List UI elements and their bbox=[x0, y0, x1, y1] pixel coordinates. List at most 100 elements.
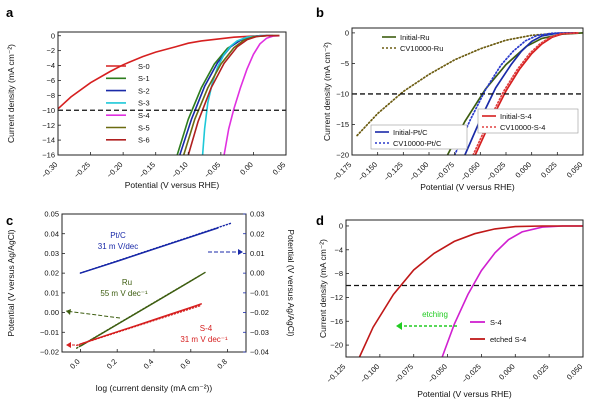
panel-a-y-tick-label: −12 bbox=[42, 121, 55, 130]
panel-b-legend-label: CV10000-Ru bbox=[400, 44, 443, 53]
panel-c-y-tick-label: 0.05 bbox=[44, 210, 59, 219]
panel-c-series-s-4-line bbox=[80, 303, 203, 345]
panel-c-y-tick-label: −0.02 bbox=[40, 348, 59, 357]
panel-d-legend-label: etched S-4 bbox=[490, 335, 526, 344]
panel-d-x-tick-label: −0.125 bbox=[325, 362, 348, 385]
panel-b-x-tick-label: −0.100 bbox=[408, 160, 431, 183]
panel-c-y2-tick-label: 0.03 bbox=[250, 210, 265, 219]
panel-c-x-axis-label: log (current density (mA cm⁻²)) bbox=[96, 383, 213, 393]
panel-a-plot-frame bbox=[57, 31, 287, 156]
panel-a-chart: S-0 S-1 S-2 S-3 S-4 S-5 S-6 −0.30 −0.25 −0.20 −0.1… bbox=[6, 31, 287, 190]
panel-d-tag: d bbox=[316, 213, 324, 228]
panel-c-x-tick-label: 0.6 bbox=[178, 357, 192, 371]
panel-c-annotation-label: Pt/C bbox=[110, 231, 126, 240]
panel-a-x-tick-label: −0.25 bbox=[72, 160, 92, 180]
panel-c-series-ru-fit-dots bbox=[76, 274, 201, 349]
panel-b-x-tick-label: −0.050 bbox=[459, 160, 482, 183]
panel-c-series-s-4-fit-dots bbox=[76, 305, 201, 346]
panel-b-x-tick-label: −0.175 bbox=[331, 160, 354, 183]
panel-d-x-tick-label: −0.050 bbox=[426, 362, 449, 385]
panel-a-series-s-6-line bbox=[187, 34, 280, 156]
panel-a-series-s-4-line bbox=[223, 34, 280, 156]
panel-a-y-tick-label: −16 bbox=[42, 151, 55, 160]
panel-c-y2-tick-label: −0.01 bbox=[250, 288, 269, 297]
panel-d-x-tick-label: −0.025 bbox=[460, 362, 483, 385]
panel-c-y-tick-label: 0.02 bbox=[44, 269, 59, 278]
panel-c-ptc-arrowhead bbox=[238, 249, 243, 255]
panel-d-x-tick-label: −0.075 bbox=[392, 362, 415, 385]
panel-b-legend-label: CV10000-Pt/C bbox=[393, 139, 442, 148]
panel-c-y-tick-label: 0.03 bbox=[44, 249, 59, 258]
panel-d-y-tick-label: −20 bbox=[330, 341, 343, 350]
panel-a-y-tick-label: −2 bbox=[46, 46, 55, 55]
panel-b-x-tick-label: −0.150 bbox=[356, 160, 379, 183]
panel-d-plot-frame bbox=[345, 219, 584, 358]
panel-a-y-tick-label: −10 bbox=[42, 106, 55, 115]
panel-c-annotation-label: Ru bbox=[122, 278, 132, 287]
panel-d-x-tick-label: 0.025 bbox=[531, 362, 551, 382]
panel-c-y2-tick-label: 0.01 bbox=[250, 249, 265, 258]
panel-c-y-tick-label: 0.00 bbox=[44, 308, 59, 317]
panel-b-legend-label: Initial-S-4 bbox=[500, 112, 532, 121]
panel-b-chart: Initial-Ru CV10000-Ru Initial-Pt/C CV10000-… bbox=[322, 27, 584, 192]
panel-b-x-tick-label: −0.125 bbox=[382, 160, 405, 183]
panel-a-y-tick-label: 0 bbox=[51, 31, 55, 40]
panel-c-y2-tick-label: 0.00 bbox=[250, 269, 265, 278]
panel-d-x-axis-label: Potential (V versus RHE) bbox=[417, 389, 512, 399]
panel-c-x-tick-label: 0.2 bbox=[105, 357, 119, 371]
panel-a-y-tick-label: −14 bbox=[42, 136, 55, 145]
panel-d-chart: etching S-4 etched S-4 −0.125 −0.100 −0.075 −0… bbox=[318, 219, 585, 399]
panel-a-x-tick-label: −0.10 bbox=[170, 160, 190, 180]
panel-a-legend-label: S-3 bbox=[138, 99, 150, 108]
panel-b-legend-box-left bbox=[370, 124, 468, 150]
panel-d-x-tick-label: 0.050 bbox=[565, 362, 585, 382]
panel-b-plot-frame bbox=[351, 27, 584, 156]
panel-a-legend-label: S-1 bbox=[138, 74, 150, 83]
panel-d-y-tick-label: −4 bbox=[334, 245, 343, 254]
panel-b-x-tick-label: 0.000 bbox=[513, 160, 533, 180]
panel-d-etching-arrowhead bbox=[396, 322, 402, 330]
panel-a-legend-label: S-0 bbox=[138, 62, 150, 71]
panel-b-tag: b bbox=[316, 5, 324, 20]
panel-b-y-tick-label: −15 bbox=[336, 120, 349, 129]
panel-c-y2-tick-label: 0.02 bbox=[250, 229, 265, 238]
panel-c-y-tick-label: 0.01 bbox=[44, 288, 59, 297]
panel-c-ru-arrowhead bbox=[66, 309, 71, 315]
panel-c-y2-tick-label: −0.03 bbox=[250, 328, 269, 337]
panel-c-s4-arrowhead bbox=[66, 342, 71, 348]
panel-c-y2-tick-label: −0.02 bbox=[250, 308, 269, 317]
panel-b-x-axis-label: Potential (V versus RHE) bbox=[420, 182, 515, 192]
panel-b-y-tick-label: −10 bbox=[336, 90, 349, 99]
panel-a-x-axis-label: Potential (V versus RHE) bbox=[125, 180, 220, 190]
panel-b-x-tick-label: −0.025 bbox=[485, 160, 508, 183]
panel-d-x-tick-label: 0.000 bbox=[497, 362, 517, 382]
panel-d-annotation-label: etching bbox=[422, 310, 448, 319]
panel-c-series-pt-c-fit-dots bbox=[79, 222, 232, 274]
panel-a-y-tick-label: −8 bbox=[46, 91, 55, 100]
panel-c-y2-axis-label: Potential (V versus Ag/AgCl) bbox=[286, 229, 296, 336]
panel-a-x-tick-label: −0.15 bbox=[137, 160, 157, 180]
panel-c-annotation-label: S-4 bbox=[200, 324, 213, 333]
panel-a-x-tick-label: −0.30 bbox=[40, 160, 60, 180]
panel-b-series-cv10000-pt-c-line bbox=[453, 32, 574, 155]
panel-d-legend-label: S-4 bbox=[490, 318, 502, 327]
panel-b-x-tick-label: 0.025 bbox=[539, 160, 559, 180]
panel-b-legend-box-right bbox=[477, 108, 579, 134]
panel-b-y-tick-label: −5 bbox=[340, 59, 349, 68]
panel-a-x-tick-label: −0.05 bbox=[202, 160, 222, 180]
panel-c-ru-arrow bbox=[65, 310, 121, 319]
panel-d-y-tick-label: −8 bbox=[334, 269, 343, 278]
panel-a-legend-label: S-4 bbox=[138, 111, 150, 120]
panel-a-y-tick-label: −4 bbox=[46, 61, 55, 70]
panel-a-x-tick-label: 0.00 bbox=[238, 160, 255, 177]
panel-a-legend-label: S-2 bbox=[138, 86, 150, 95]
panel-c-tag: c bbox=[6, 213, 13, 228]
panel-a-tag: a bbox=[6, 5, 14, 20]
panel-d-y-axis-label: Current density (mA cm⁻²) bbox=[318, 239, 328, 338]
panel-b-x-tick-label: −0.075 bbox=[433, 160, 456, 183]
panel-c-plot-frame bbox=[61, 213, 247, 353]
panel-d-y-tick-label: −16 bbox=[330, 317, 343, 326]
panel-c-x-tick-label: 0.8 bbox=[215, 357, 229, 371]
panel-c-y2-tick-label: −0.04 bbox=[250, 348, 269, 357]
